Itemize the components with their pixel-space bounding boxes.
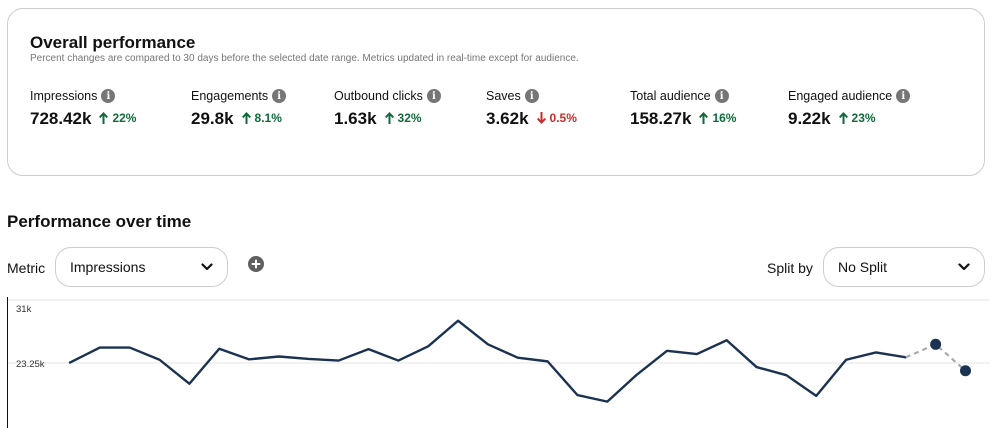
metric-change-value: 0.5% <box>549 111 577 125</box>
metric-engaged-audience: Engaged audience i 9.22k 23% <box>788 89 911 129</box>
metric-change-value: 8.1% <box>254 111 282 125</box>
projection-point <box>960 365 971 377</box>
metric-engagements: Engagements i 29.8k 8.1% <box>191 89 287 129</box>
metric-change-value: 22% <box>112 111 137 125</box>
metric-outbound-clicks: Outbound clicks i 1.63k 32% <box>334 89 441 129</box>
metric-value: 29.8k <box>191 109 234 128</box>
metric-label: Engagements <box>191 89 269 103</box>
metric-impressions: Impressions i 728.42k 22% <box>30 89 136 129</box>
add-metric-button[interactable] <box>248 256 264 272</box>
chevron-down-icon <box>958 263 970 271</box>
metric-change-value: 16% <box>712 111 737 125</box>
performance-over-time-title: Performance over time <box>7 212 192 231</box>
info-icon[interactable]: i <box>896 89 911 103</box>
metric-total-audience: Total audience i 158.27k 16% <box>630 89 736 129</box>
overall-performance-card: Overall performance Percent changes are … <box>7 8 985 176</box>
metric-label: Total audience <box>630 89 711 103</box>
info-icon[interactable]: i <box>272 89 287 103</box>
split-by-select[interactable]: No Split <box>823 247 985 287</box>
metric-value: 158.27k <box>630 109 692 128</box>
y-tick-label: 23.25k <box>16 359 45 370</box>
metric-change: 8.1% <box>241 111 282 125</box>
impressions-series-line <box>68 319 907 403</box>
metric-label: Saves <box>486 89 521 103</box>
metric-label: Metric <box>7 260 46 276</box>
metric-value: 728.42k <box>30 109 92 128</box>
info-icon[interactable]: i <box>714 89 729 103</box>
info-icon[interactable]: i <box>524 89 539 103</box>
arrow-up-icon <box>384 112 394 124</box>
metric-change: 0.5% <box>536 111 577 125</box>
projection-point <box>930 338 942 350</box>
performance-chart: 31k 23.25k <box>7 297 990 428</box>
metric-value: 3.62k <box>486 109 529 128</box>
arrow-up-icon <box>99 112 109 124</box>
metric-label: Impressions <box>30 89 98 103</box>
split-by-select-value: No Split <box>838 259 888 275</box>
info-icon[interactable]: i <box>426 89 441 103</box>
metric-select[interactable]: Impressions <box>55 247 228 287</box>
overall-performance-title: Overall performance <box>30 33 196 52</box>
metric-change-value: 23% <box>851 111 876 125</box>
arrow-up-icon <box>699 112 709 124</box>
metric-change: 32% <box>384 111 422 125</box>
metric-change: 22% <box>99 111 136 125</box>
metric-saves: Saves i 3.62k 0.5% <box>486 89 577 129</box>
metric-select-value: Impressions <box>70 259 146 275</box>
plus-icon <box>251 259 261 269</box>
projection-series-line <box>905 343 967 372</box>
metric-change: 16% <box>699 111 736 125</box>
metric-change-value: 32% <box>397 111 422 125</box>
split-by-label: Split by <box>767 260 813 276</box>
metric-label: Outbound clicks <box>334 89 423 103</box>
arrow-down-icon <box>536 112 546 124</box>
chevron-down-icon <box>201 263 213 271</box>
overall-performance-subtitle: Percent changes are compared to 30 days … <box>30 53 579 64</box>
arrow-up-icon <box>838 112 848 124</box>
metric-change: 23% <box>838 111 876 125</box>
metric-value: 1.63k <box>334 109 377 128</box>
y-tick-label: 31k <box>16 304 32 315</box>
metric-label: Engaged audience <box>788 89 893 103</box>
arrow-up-icon <box>241 112 251 124</box>
metric-value: 9.22k <box>788 109 831 128</box>
info-icon[interactable]: i <box>101 89 116 103</box>
performance-line-chart: 31k 23.25k <box>7 297 990 428</box>
